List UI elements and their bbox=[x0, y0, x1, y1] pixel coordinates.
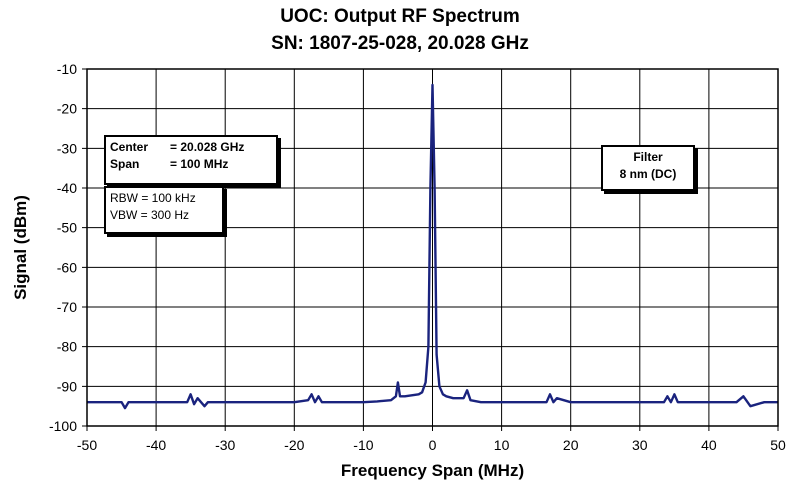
rbw-text: RBW = 100 kHz bbox=[110, 191, 196, 205]
y-tick-label: -90 bbox=[57, 378, 77, 394]
x-tick-label: -10 bbox=[353, 437, 373, 453]
y-tick-label: -60 bbox=[57, 259, 77, 275]
x-tick-label: -30 bbox=[215, 437, 235, 453]
span-label: Span bbox=[110, 157, 140, 171]
y-tick-label: -80 bbox=[57, 339, 77, 355]
chart-title: UOC: Output RF Spectrum bbox=[280, 6, 520, 27]
x-axis-label: Frequency Span (MHz) bbox=[341, 461, 524, 480]
x-tick-label: -40 bbox=[146, 437, 166, 453]
x-tick-label: 20 bbox=[563, 437, 579, 453]
x-tick-label: 10 bbox=[494, 437, 510, 453]
y-tick-label: -70 bbox=[57, 299, 77, 315]
y-tick-label: -30 bbox=[57, 140, 77, 156]
y-tick-label: -40 bbox=[57, 180, 77, 196]
x-tick-label: 30 bbox=[632, 437, 648, 453]
rbw-vbw-box: RBW = 100 kHz VBW = 300 Hz bbox=[104, 186, 224, 234]
y-tick-labels: -10 -20 -30 -40 -50 -60 -70 -80 -90 -100 bbox=[49, 61, 77, 434]
center-label: Center bbox=[110, 140, 149, 154]
y-axis-label: Signal (dBm) bbox=[11, 195, 30, 300]
x-tick-label: 0 bbox=[429, 437, 437, 453]
x-tick-label: 50 bbox=[770, 437, 786, 453]
filter-value: 8 nm (DC) bbox=[619, 167, 677, 181]
y-tick-label: -100 bbox=[49, 418, 77, 434]
spectrum-trace bbox=[87, 83, 778, 410]
filter-box: Filter 8 nm (DC) bbox=[601, 145, 695, 191]
y-tick-label: -20 bbox=[57, 101, 77, 117]
x-tick-labels: -50 -40 -30 -20 -10 0 10 20 30 40 50 bbox=[77, 437, 786, 453]
x-tick-label: 40 bbox=[701, 437, 717, 453]
y-tick-label: -10 bbox=[57, 61, 77, 77]
chart-subtitle: SN: 1807-25-028, 20.028 GHz bbox=[271, 33, 529, 54]
x-tick-label: -20 bbox=[284, 437, 304, 453]
vbw-text: VBW = 300 Hz bbox=[110, 208, 190, 222]
span-value: = 100 MHz bbox=[170, 157, 229, 171]
y-tick-label: -50 bbox=[57, 220, 77, 236]
center-span-box: Center = 20.028 GHz Span = 100 MHz bbox=[104, 135, 278, 185]
filter-label: Filter bbox=[633, 150, 663, 164]
center-value: = 20.028 GHz bbox=[170, 140, 245, 154]
plot-frame bbox=[86, 68, 779, 427]
x-tick-label: -50 bbox=[77, 437, 97, 453]
